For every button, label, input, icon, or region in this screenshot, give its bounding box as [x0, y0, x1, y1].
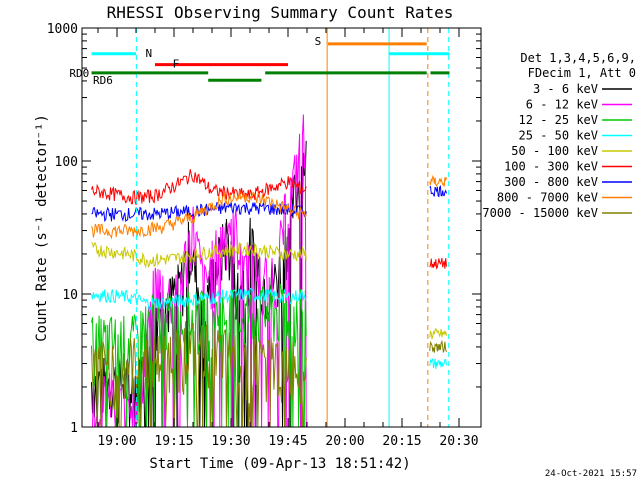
series-line [91, 241, 307, 269]
flag-label: S [315, 35, 322, 48]
series-line [91, 190, 307, 240]
y-tick-label: 100 [55, 155, 78, 170]
x-tick-label: 20:00 [325, 434, 364, 449]
x-tick-label: 19:45 [268, 434, 307, 449]
x-tick-label: 19:30 [211, 434, 250, 449]
series-late-segment [429, 357, 447, 370]
series-late-segment [429, 174, 447, 187]
legend-label: 12 - 25 keV [519, 113, 598, 127]
y-tick-label: 1 [70, 421, 78, 436]
legend-label: 300 - 800 keV [504, 175, 598, 189]
legend-label: 3 - 6 keV [533, 82, 598, 96]
plot-area: N F S RD0 RD6 [69, 28, 450, 427]
series-late-segment [429, 258, 447, 270]
series-late-segment [429, 184, 447, 198]
flag-label: N [146, 47, 153, 60]
timestamp: 24-Oct-2021 15:57 [545, 469, 637, 479]
x-tick-label: 20:30 [439, 434, 478, 449]
y-tick-label: 1000 [47, 22, 78, 37]
legend-label: 25 - 50 keV [519, 129, 598, 143]
x-axis-label: Start Time (09-Apr-13 18:51:42) [149, 456, 410, 472]
y-tick-label: 10 [62, 288, 78, 303]
legend-label: 7000 - 15000 keV [482, 206, 598, 220]
x-tick-label: 19:00 [97, 434, 136, 449]
legend-header-2: FDecim 1, Att 0 [528, 66, 636, 80]
flag-label: RD6 [93, 74, 113, 87]
series-line [91, 283, 307, 427]
chart-title: RHESSI Observing Summary Count Rates [107, 3, 454, 22]
legend-label: 100 - 300 keV [504, 160, 598, 174]
series-late-segment [429, 327, 447, 341]
flag-label: RD0 [69, 67, 89, 80]
legend-label: 6 - 12 keV [526, 98, 598, 112]
series-line [91, 287, 307, 313]
legend-label: 800 - 7000 keV [497, 191, 598, 205]
axes: 1 10 100 1000 19:00 19:15 19:30 19:45 20:00 20:15… [47, 22, 481, 449]
legend-header-1: Det 1,3,4,5,6,9, [520, 51, 636, 65]
plot-frame [81, 27, 482, 428]
y-axis-label: Count Rate (s⁻¹ detector⁻¹) [34, 114, 50, 342]
series-late-segment [429, 339, 447, 353]
x-tick-label: 20:15 [382, 434, 421, 449]
x-tick-label: 19:15 [154, 434, 193, 449]
flag-label: F [173, 58, 180, 71]
series-line [91, 201, 307, 223]
series-line [91, 322, 307, 427]
series-line [91, 169, 307, 205]
legend-label: 50 - 100 keV [511, 144, 598, 158]
